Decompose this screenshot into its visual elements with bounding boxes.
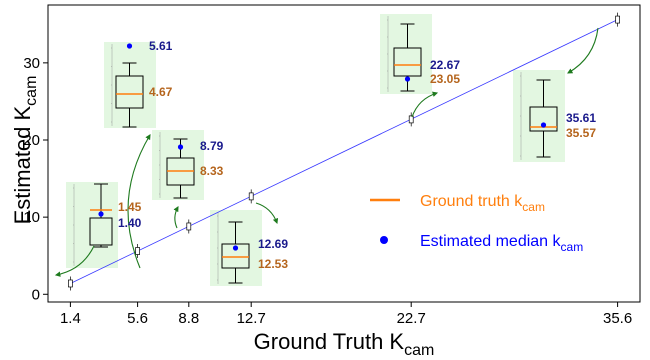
axis-ticks: 1.4 5.6 8.8 12.7 22.7 35.6 0 10 20 30 bbox=[23, 55, 632, 327]
callout-arrow bbox=[255, 202, 279, 225]
x-tick-label: 22.7 bbox=[397, 310, 426, 327]
ground-truth-value-label: 35.57 bbox=[566, 126, 596, 140]
ground-truth-value-label: 1.45 bbox=[118, 200, 142, 214]
ground-truth-value-label: 12.53 bbox=[258, 257, 288, 271]
ground-truth-value-label: 4.67 bbox=[149, 85, 173, 99]
legend: Ground truth kcam Estimated median kcam bbox=[370, 193, 583, 254]
boxplot-insets bbox=[66, 14, 565, 286]
plot-frame bbox=[47, 4, 641, 303]
boxplot-inset bbox=[66, 182, 118, 268]
inset-background bbox=[513, 70, 565, 162]
data-point bbox=[68, 279, 73, 288]
x-tick-label: 8.8 bbox=[178, 310, 199, 327]
inset-box bbox=[221, 243, 250, 269]
y-tick-label: 20 bbox=[23, 132, 40, 149]
median-value-label: 1.40 bbox=[118, 216, 142, 230]
inset-background bbox=[152, 130, 204, 200]
ground-truth-value-label: 23.05 bbox=[430, 72, 460, 86]
data-point bbox=[248, 192, 254, 201]
y-tick-label: 10 bbox=[23, 209, 40, 226]
boxplot-inset bbox=[104, 42, 156, 128]
boxplot-inset bbox=[513, 70, 565, 162]
x-tick-label: 35.6 bbox=[603, 310, 632, 327]
median-value-label: 12.69 bbox=[258, 237, 288, 251]
median-value-label: 8.79 bbox=[200, 139, 224, 153]
x-tick-label: 5.6 bbox=[127, 310, 148, 327]
legend-median-label: Estimated median kcam bbox=[420, 233, 583, 254]
inset-median-dot bbox=[232, 245, 239, 251]
inset-box bbox=[89, 217, 113, 246]
median-value-label: 5.61 bbox=[149, 39, 173, 53]
callout-arrows bbox=[54, 27, 599, 277]
callout-arrow bbox=[567, 27, 599, 74]
value-annotations: 1.45 1.40 4.67 5.61 8.33 8.79 12.53 12.69 23.052… bbox=[118, 39, 596, 271]
inset-median-dot bbox=[404, 76, 411, 82]
boxplot-inset bbox=[380, 14, 432, 94]
x-tick-label: 1.4 bbox=[60, 310, 81, 327]
callout-arrow bbox=[411, 91, 439, 118]
y-axis-title: Estimated Kcam bbox=[10, 76, 40, 225]
data-markers bbox=[68, 12, 620, 291]
x-axis-title: Ground Truth Kcam bbox=[254, 329, 435, 359]
inset-median-dot bbox=[540, 122, 547, 128]
inset-background bbox=[66, 182, 118, 268]
callout-arrow bbox=[54, 245, 95, 277]
inset-median-dot bbox=[177, 144, 184, 150]
data-point bbox=[408, 115, 414, 124]
data-point bbox=[135, 247, 140, 255]
y-tick-label: 30 bbox=[23, 55, 40, 72]
callout-arrow bbox=[173, 206, 179, 229]
inset-box bbox=[115, 75, 144, 109]
boxplot-inset bbox=[152, 130, 204, 200]
x-tick-label: 12.7 bbox=[237, 310, 266, 327]
median-value-label: 22.67 bbox=[430, 58, 460, 72]
data-point bbox=[615, 15, 620, 24]
inset-box bbox=[393, 47, 422, 77]
legend-median-swatch bbox=[380, 236, 388, 244]
median-value-label: 35.61 bbox=[566, 111, 596, 125]
data-point bbox=[186, 222, 192, 231]
legend-ground-truth-label: Ground truth kcam bbox=[420, 193, 545, 214]
y-tick-label: 0 bbox=[32, 286, 40, 303]
identity-line bbox=[70, 19, 618, 284]
inset-median-dot bbox=[98, 211, 104, 217]
callout-arrow bbox=[127, 134, 151, 269]
inset-box bbox=[529, 106, 558, 132]
inset-median-dot bbox=[126, 43, 133, 49]
boxplot-inset bbox=[210, 210, 262, 286]
ground-truth-value-label: 8.33 bbox=[200, 164, 224, 178]
